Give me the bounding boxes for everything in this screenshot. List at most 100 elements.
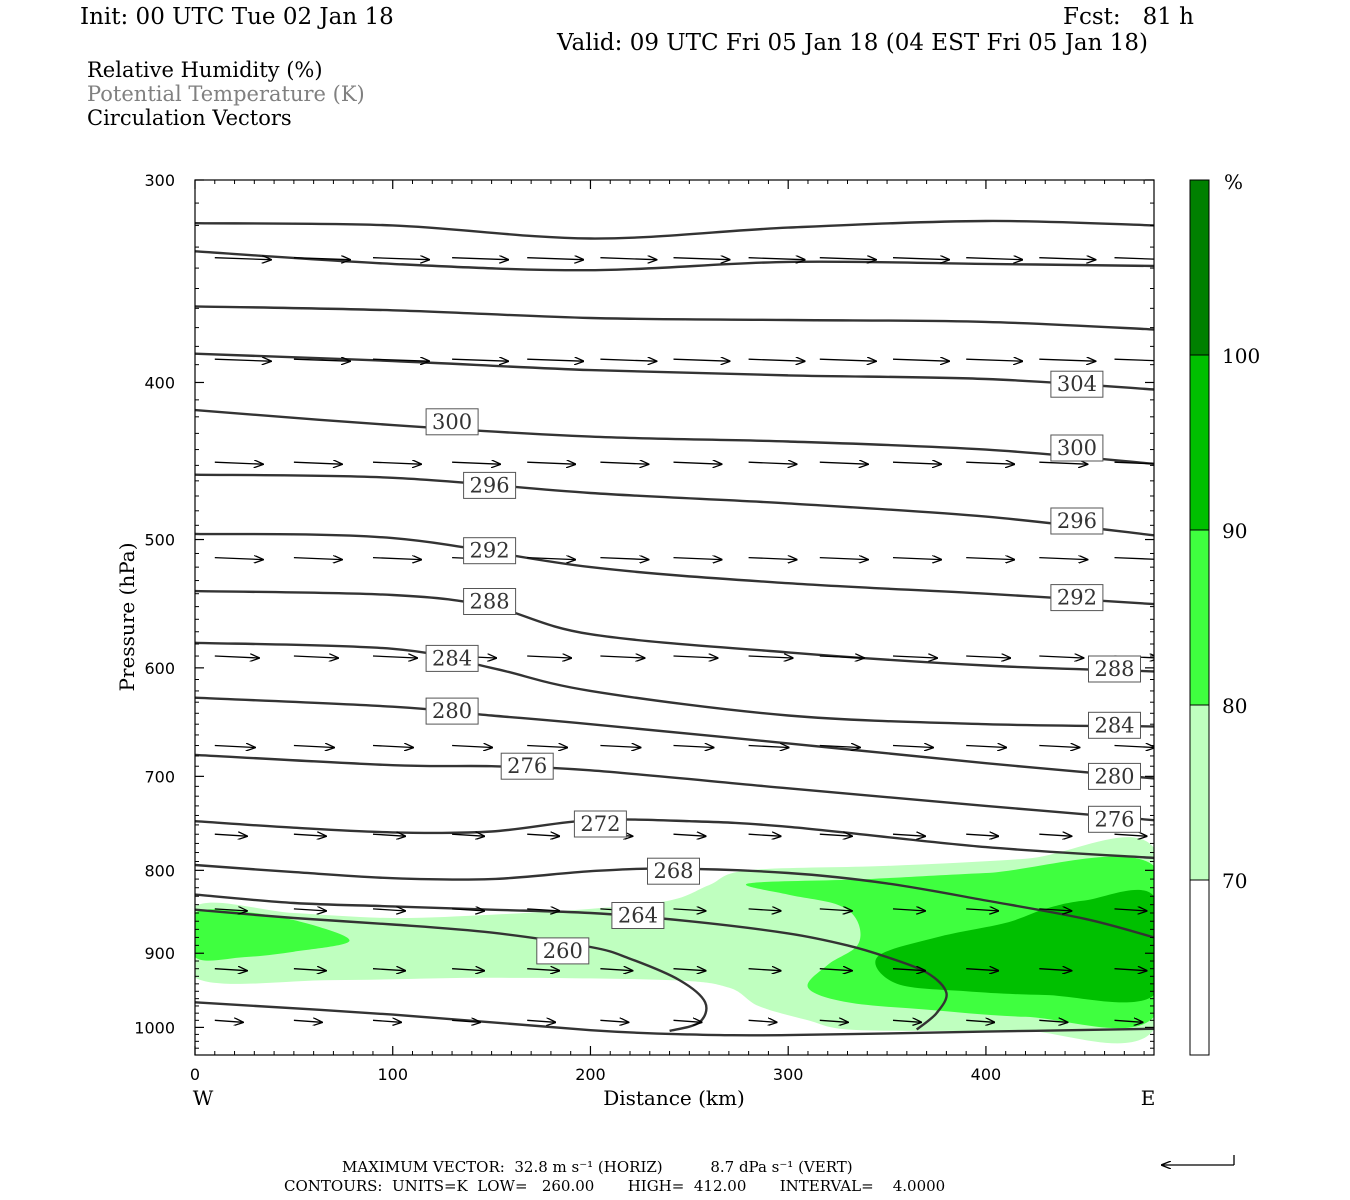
circulation-vector-9-11 — [1039, 1020, 1067, 1022]
colorbar-frame — [1189, 179, 1210, 1056]
circulation-vector-4-1 — [293, 656, 338, 658]
circulation-vector-2-9 — [892, 462, 941, 464]
contour-label-box-9 — [425, 644, 479, 672]
circulation-vector-8-7 — [748, 969, 781, 971]
circulation-vector-4-11 — [1039, 656, 1083, 658]
contour-label-276: 276 — [1094, 807, 1134, 831]
circulation-vector-6-7 — [748, 834, 781, 836]
contour-label-box-6 — [1050, 584, 1104, 612]
contour-label-box-13 — [500, 752, 554, 780]
circulation-vector-6-2 — [372, 834, 405, 836]
contour-label-284: 284 — [432, 646, 472, 670]
contour-label-288: 288 — [1094, 657, 1134, 681]
circulation-vector-2-8 — [819, 462, 868, 464]
circulation-vector-2-0 — [214, 462, 263, 464]
circulation-vector-9-5 — [600, 1020, 628, 1022]
circulation-vector-7-3 — [452, 909, 484, 911]
circulation-vector-8-6 — [673, 969, 706, 971]
circulation-vector-5-2 — [372, 746, 413, 748]
colorbar-label-80: 80 — [1222, 694, 1247, 718]
contour-label-280: 280 — [432, 699, 472, 723]
x-end-left: W — [193, 1086, 214, 1110]
contour-label-296: 296 — [1057, 509, 1097, 533]
x-tick-label-400: 400 — [971, 1065, 1002, 1084]
circulation-vector-4-7 — [748, 656, 793, 658]
circulation-vector-8-2 — [372, 969, 405, 971]
circulation-vector-9-0 — [214, 1020, 243, 1022]
circulation-vector-5-7 — [748, 746, 789, 748]
circulation-vector-2-6 — [673, 462, 722, 464]
contour-label-264: 264 — [618, 904, 658, 928]
circulation-vector-6-11 — [1039, 834, 1071, 836]
contour-label-300: 300 — [432, 410, 472, 434]
circulation-vector-8-8 — [819, 969, 852, 971]
circulation-vector-5-3 — [452, 746, 492, 748]
contour-label-276: 276 — [507, 754, 547, 778]
circulation-vector-8-9 — [892, 969, 925, 971]
circulation-vector-8-10 — [966, 969, 998, 971]
contour-label-272: 272 — [580, 812, 620, 836]
y-tick-label-700: 700 — [144, 767, 175, 786]
circulation-vector-7-4 — [527, 909, 559, 911]
circulation-vector-9-9 — [892, 1020, 921, 1022]
circulation-vector-4-9 — [892, 656, 937, 658]
theta-contour-288 — [195, 589, 1154, 673]
circulation-vector-1-7 — [748, 359, 805, 361]
theta-contour-272 — [195, 818, 1154, 860]
circulation-vector-3-11 — [1039, 558, 1087, 560]
circulation-vector-6-6 — [673, 834, 706, 836]
circulation-vector-7-9 — [892, 909, 925, 911]
circulation-vector-0-5 — [600, 258, 656, 260]
theta-contour-unlabeled-1 — [195, 250, 1154, 272]
circulation-vector-5-5 — [600, 746, 640, 748]
contour-label-268: 268 — [653, 859, 693, 883]
circulation-vector-0-7 — [748, 258, 805, 260]
contour-label-284: 284 — [1094, 713, 1134, 737]
circulation-vector-6-4 — [527, 834, 559, 836]
footer-contours: CONTOURS: UNITS=K LOW= 260.00 HIGH= 412.… — [284, 1177, 946, 1195]
legend-theta: Potential Temperature (K) — [87, 82, 365, 106]
circulation-vector-7-12 — [1114, 909, 1147, 911]
circulation-vector-4-8 — [819, 656, 864, 658]
circulation-vector-2-2 — [372, 462, 421, 464]
plot-frame — [194, 179, 1155, 1056]
init-time: Init: 00 UTC Tue 02 Jan 18 — [80, 4, 394, 30]
circulation-vector-1-11 — [1039, 359, 1095, 361]
circulation-vector-2-5 — [600, 462, 648, 464]
theta-contour-276 — [195, 753, 1154, 822]
circulation-vector-0-8 — [819, 258, 876, 260]
circulation-vector-8-5 — [600, 969, 632, 971]
contour-label-box-16 — [647, 857, 700, 885]
y-tick-label-500: 500 — [144, 531, 175, 550]
circulation-vector-3-8 — [819, 558, 868, 560]
circulation-vector-3-6 — [673, 558, 722, 560]
legend-rh: Relative Humidity (%) — [87, 58, 323, 82]
y-axis-label: Pressure (hPa) — [115, 543, 139, 692]
circulation-vector-7-10 — [966, 909, 998, 911]
circulation-vector-0-3 — [452, 258, 508, 260]
contour-label-box-7 — [463, 588, 517, 615]
theta-contour-unlabeled-2 — [195, 305, 1154, 331]
circulation-vector-9-4 — [527, 1020, 555, 1022]
circulation-vector-8-11 — [1039, 969, 1071, 971]
circulation-vector-4-0 — [214, 656, 259, 658]
contour-label-292: 292 — [1057, 586, 1097, 610]
circulation-vector-3-1 — [293, 558, 342, 560]
x-axis-label: Distance (km) — [603, 1086, 745, 1110]
contour-label-box-1 — [425, 408, 479, 436]
circulation-vector-2-3 — [452, 462, 500, 464]
x-tick-label-200: 200 — [575, 1065, 606, 1084]
circulation-vector-2-7 — [748, 462, 797, 464]
y-tick-label-400: 400 — [144, 373, 175, 392]
colorbar-segment-2 — [1190, 530, 1209, 705]
circulation-vector-5-8 — [819, 746, 860, 748]
circulation-vector-1-8 — [819, 359, 876, 361]
circulation-vector-1-10 — [966, 359, 1022, 361]
footer-max-vector: MAXIMUM VECTOR: 32.8 m s⁻¹ (HORIZ) 8.7 d… — [342, 1158, 853, 1176]
colorbar-label-100: 100 — [1222, 344, 1260, 368]
circulation-vector-1-1 — [293, 359, 350, 361]
circulation-vector-9-8 — [819, 1020, 848, 1022]
circulation-vector-1-12 — [1114, 358, 1154, 362]
rh-fill-80-0 — [195, 909, 350, 961]
circulation-vector-7-0 — [214, 909, 247, 911]
